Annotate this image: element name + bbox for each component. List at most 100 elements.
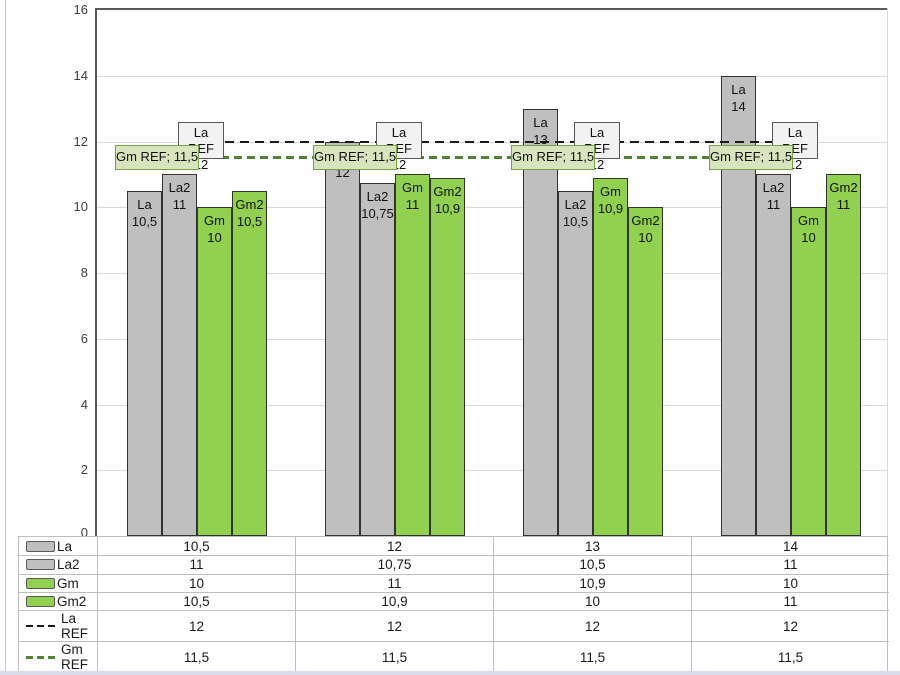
y-axis-tick-label: 2 (80, 462, 88, 478)
bar-gm-g4 (791, 207, 826, 536)
y-axis-tick-label: 12 (73, 133, 88, 149)
bar-gm2-g3 (628, 207, 663, 536)
legend-cell-gm: Gm (19, 575, 97, 592)
table-row-gm2: Gm2 10,5 10,9 10 11 (19, 591, 889, 610)
y-axis-tick-label: 16 (73, 2, 88, 17)
bar-gm2-g1 (232, 190, 267, 536)
legend-label: La (57, 538, 73, 554)
table-value-la2-col4: 11 (691, 556, 889, 574)
bar-gm-g1 (197, 207, 232, 536)
bar-label-la-g1: La 10,5 (131, 196, 158, 229)
table-value-gm-col4: 10 (691, 574, 889, 592)
table-value-la-col1: 10,5 (97, 537, 295, 556)
bar-la2-g4 (756, 174, 791, 536)
gm-ref-label-box-g3: Gm REF; 11,5 (511, 145, 595, 170)
bar-gm-g3 (593, 177, 628, 536)
worksheet-edge-line (5, 0, 6, 675)
bar-gm-g2 (395, 174, 430, 536)
bar-la2-g1 (162, 174, 197, 536)
legend-swatch-gm2 (26, 595, 55, 607)
y-axis-tick-label: 10 (73, 199, 88, 215)
legend-cell-la2: La2 (19, 556, 97, 573)
gm-ref-label-box-g1: Gm REF; 11,5 (115, 145, 199, 170)
bar-label-la-g4: La 14 (731, 81, 746, 114)
bar-la2-g2 (360, 182, 395, 536)
table-value-gm-ref-col2: 11,5 (295, 642, 493, 672)
legend-label: Gm (57, 575, 79, 591)
legend-cell-gm2: Gm2 (19, 593, 97, 610)
gm-ref-dashed-line (195, 156, 789, 160)
table-value-la-ref-col3: 12 (493, 611, 691, 641)
bar-gm2-g4 (826, 174, 861, 536)
gridline-14 (96, 75, 888, 77)
bar-label-la2-g3: La2 10,5 (562, 196, 589, 229)
gridline-8 (96, 273, 888, 274)
table-value-la-col4: 14 (691, 537, 889, 556)
table-row-gm-ref: Gm REF 11,5 11,5 11,5 11,5 (19, 641, 889, 672)
table-value-gm-col2: 11 (295, 574, 493, 592)
table-row-la: La 10,5 12 13 14 (19, 537, 889, 556)
la-ref-label-box-g3: La REF 12 (574, 122, 620, 172)
bar-label-la2-g4: La2 11 (762, 180, 785, 213)
legend-swatch-la (26, 540, 55, 552)
bar-la2-g3 (558, 190, 593, 536)
gridline-4 (96, 404, 888, 406)
y-axis-tick-label: 0 (80, 525, 88, 540)
plot-right-border (887, 8, 888, 536)
table-value-gm2-col4: 11 (691, 592, 889, 610)
legend-swatch-la2 (26, 559, 55, 571)
bar-label-gm2-g2: Gm2 10,9 (433, 183, 462, 216)
legend-label: Gm REF (61, 642, 88, 672)
table-value-la-col2: 12 (295, 537, 493, 556)
legend-swatch-gm (26, 577, 55, 589)
legend-label: La2 (57, 557, 80, 573)
gridline-6 (96, 338, 888, 340)
plot-top-border (95, 8, 888, 10)
window-bottom-strip (0, 671, 900, 675)
table-value-la2-col1: 11 (97, 556, 295, 574)
table-value-gm-col3: 10,9 (493, 574, 691, 592)
gm-ref-label-box-g2: Gm REF; 11,5 (313, 145, 397, 170)
bar-la-g3 (523, 108, 558, 536)
gridline-2 (96, 470, 888, 472)
table-value-gm-ref-col1: 11,5 (97, 642, 295, 672)
y-axis-tick-label: 6 (80, 330, 88, 346)
bar-label-gm-g2: Gm 11 (402, 180, 423, 213)
table-value-la2-col3: 10,5 (493, 556, 691, 574)
legend-label: La REF (61, 611, 88, 641)
legend-swatch-gm-ref (26, 655, 58, 659)
y-axis-tick-label: 8 (80, 265, 88, 280)
table-value-gm2-col1: 10,5 (97, 592, 295, 610)
table-row-la-ref: La REF 12 12 12 12 (19, 610, 889, 641)
legend-swatch-la-ref (26, 625, 58, 627)
y-axis-tick-label: 4 (80, 396, 88, 412)
bar-label-gm-g4: Gm 10 (798, 213, 819, 246)
bar-gm2-g2 (430, 177, 465, 536)
table-value-gm-ref-col4: 11,5 (691, 642, 889, 672)
table-row-gm: Gm 10 11 10,9 10 (19, 573, 889, 592)
legend-cell-gm-ref: Gm REF (19, 642, 97, 672)
table-value-gm-ref-col3: 11,5 (493, 642, 691, 672)
table-value-la-ref-col1: 12 (97, 611, 295, 641)
bar-la-g2 (325, 141, 360, 536)
bar-label-gm2-g3: Gm2 10 (631, 213, 660, 246)
bar-la-g1 (127, 190, 162, 536)
table-row-la2: La2 11 10,75 10,5 11 (19, 555, 889, 574)
bar-label-gm2-g4: Gm2 11 (829, 180, 858, 213)
bar-label-la-g3: La 13 (533, 114, 548, 147)
table-value-la-ref-col2: 12 (295, 611, 493, 641)
bar-label-la2-g1: La2 11 (168, 180, 191, 213)
y-axis-tick-label: 14 (73, 67, 88, 83)
legend-cell-la: La (19, 537, 97, 555)
table-value-gm-col1: 10 (97, 574, 295, 592)
y-axis-line (95, 8, 97, 536)
data-table: La 10,5 12 13 14 La2 11 10,75 10,5 11 Gm 10 11 10,9 10… (18, 536, 889, 673)
table-value-la-ref-col4: 12 (691, 611, 889, 641)
table-value-gm2-col2: 10,9 (295, 592, 493, 610)
table-value-gm2-col3: 10 (493, 592, 691, 610)
legend-cell-la-ref: La REF (19, 611, 97, 641)
gridline-10 (96, 207, 888, 209)
la-ref-dashed-line (195, 140, 789, 143)
legend-label: Gm2 (57, 593, 87, 609)
